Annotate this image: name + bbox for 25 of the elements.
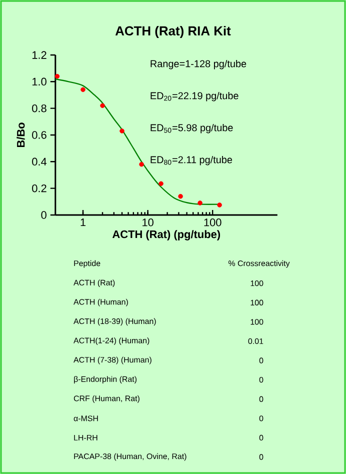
point <box>178 194 183 199</box>
point <box>198 200 202 206</box>
y-tick-label: 0.8 <box>32 104 46 112</box>
point <box>100 103 105 108</box>
point <box>120 128 124 134</box>
y-axis-title: B/Bo <box>16 122 25 148</box>
y-tick-label: 1.0 <box>32 78 46 86</box>
x-axis-title: ACTH (Rat) (pg/tube) <box>112 230 220 240</box>
y-tick-label: 0.6 <box>32 131 46 139</box>
point <box>139 162 144 167</box>
x-tick-label: 10 <box>142 218 154 226</box>
y-tick-label: 1.2 <box>32 51 46 59</box>
annotation: ED$_{80}$=2.11 pg/tube <box>150 156 232 166</box>
annotation: ED$_{20}$=22.19 pg/tube <box>150 92 238 102</box>
y-tick-label: 0.4 <box>32 158 47 166</box>
y-tick-label: 0.2 <box>32 184 46 192</box>
x-tick-label: 1 <box>80 218 86 226</box>
point <box>80 87 86 92</box>
annotation: Range=1-128 pg/tube <box>150 60 246 70</box>
chart-title: ACTH (Rat) RIA Kit <box>115 26 231 38</box>
point <box>217 202 222 208</box>
annotation: ED$_{50}$=5.98 pg/tube <box>150 124 233 134</box>
y-tick-label: 0 <box>41 211 46 219</box>
point <box>158 181 164 186</box>
x-tick-label: 100 <box>204 218 222 226</box>
